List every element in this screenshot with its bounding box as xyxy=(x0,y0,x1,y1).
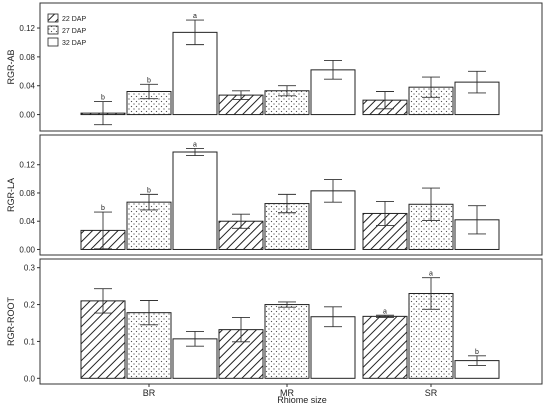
x-axis-title: Rhiome size xyxy=(277,395,327,405)
bar xyxy=(264,304,310,379)
x-tick-label: SR xyxy=(425,388,438,398)
y-tick-label: 0.12 xyxy=(19,161,35,170)
y-tick-label: 0.08 xyxy=(19,53,35,62)
legend-swatch xyxy=(47,13,59,23)
y-tick-label: 0.0 xyxy=(24,374,36,383)
y-axis-title: RGR-LA xyxy=(6,178,16,212)
bar xyxy=(362,315,408,379)
y-axis-title: RGR-AB xyxy=(6,49,16,84)
bar xyxy=(218,220,264,250)
legend-label: 27 DAP xyxy=(62,28,86,35)
bar xyxy=(80,300,126,379)
significance-letter: b xyxy=(101,205,105,212)
significance-letter: a xyxy=(383,308,387,315)
significance-letter: b xyxy=(101,95,105,102)
panel-1: 0.00 0.04 0.08 0.12 RGR-AB b b a xyxy=(6,2,543,132)
x-tick-label: BR xyxy=(143,388,156,398)
y-tick-label: 0.3 xyxy=(24,264,36,273)
legend-label: 22 DAP xyxy=(62,16,86,23)
y-tick-label: 0.12 xyxy=(19,24,35,33)
legend-swatch xyxy=(47,25,59,35)
panel-frame xyxy=(39,2,543,132)
significance-letter: a xyxy=(429,271,433,278)
y-tick-label: 0.04 xyxy=(19,82,35,91)
significance-letter: b xyxy=(475,349,479,356)
significance-letter: b xyxy=(147,187,151,194)
significance-letter: a xyxy=(193,141,197,148)
panel-frame xyxy=(39,258,543,385)
panel-3: 0.0 0.1 0.2 0.3 RGR-ROOT a a b BR MR SR xyxy=(6,258,543,398)
y-tick-label: 0.08 xyxy=(19,189,35,198)
y-tick-label: 0.2 xyxy=(24,301,36,310)
legend: 22 DAP 27 DAP 32 DAP xyxy=(47,13,86,47)
bar xyxy=(218,329,264,379)
y-axis-title: RGR-ROOT xyxy=(6,297,16,346)
significance-letter: a xyxy=(193,13,197,20)
significance-letter: b xyxy=(147,77,151,84)
y-tick-label: 0.1 xyxy=(24,337,36,346)
y-tick-label: 0.00 xyxy=(19,111,35,120)
legend-label: 32 DAP xyxy=(62,40,86,47)
panel-frame xyxy=(39,134,543,256)
chart-root: 0.00 0.04 0.08 0.12 RGR-AB b b a 0.00 0.04 0.08 0.1… xyxy=(6,2,543,398)
legend-swatch xyxy=(47,37,59,47)
x-tick-label: MR xyxy=(280,388,294,398)
bar xyxy=(172,151,218,250)
y-tick-label: 0.04 xyxy=(19,217,35,226)
y-tick-label: 0.00 xyxy=(19,245,35,254)
